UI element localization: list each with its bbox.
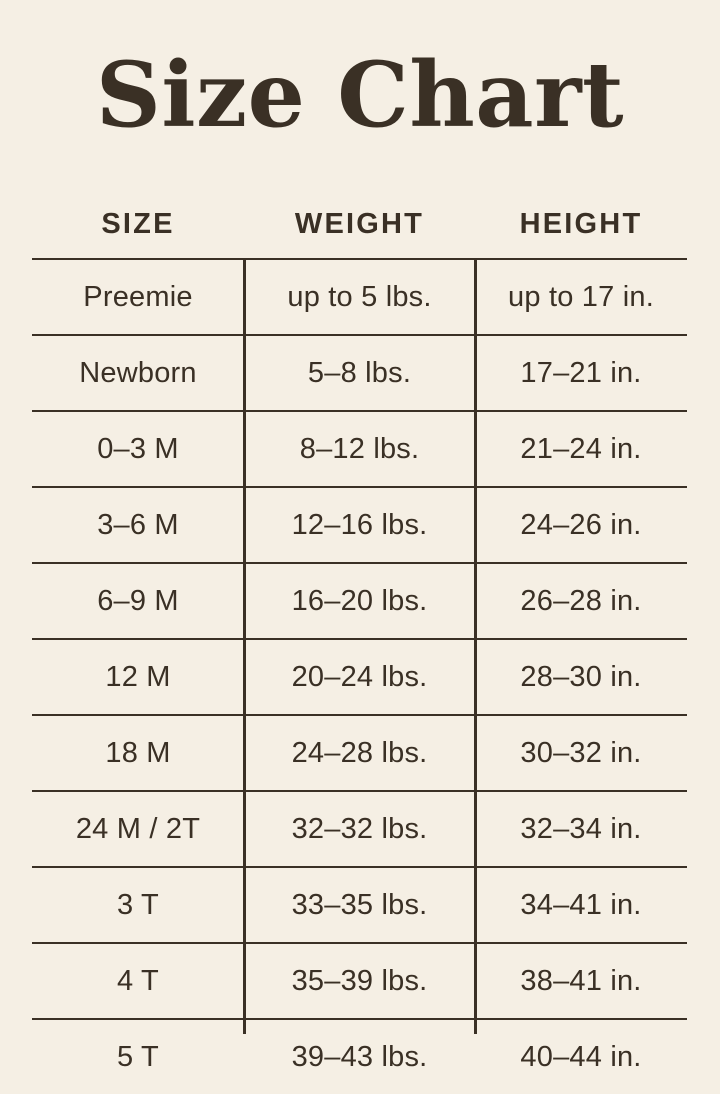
cell-size: Preemie: [83, 280, 193, 313]
cell-height: 26–28 in.: [520, 584, 642, 617]
cell-height: 21–24 in.: [520, 432, 642, 465]
cell-size: 6–9 M: [97, 584, 179, 617]
table-row: 3 T 33–35 lbs. 34–41 in.: [32, 866, 687, 942]
table-row: 18 M 24–28 lbs. 30–32 in.: [32, 714, 687, 790]
size-chart-table: SIZE WEIGHT HEIGHT Preemie up to 5 lbs. …: [32, 190, 687, 1073]
cell-weight: 16–20 lbs.: [291, 584, 428, 617]
cell-size: Newborn: [79, 356, 197, 389]
table-row: 3–6 M 12–16 lbs. 24–26 in.: [32, 486, 687, 562]
column-header-size: SIZE: [101, 207, 175, 240]
column-header-weight: WEIGHT: [294, 207, 425, 240]
cell-weight: 12–16 lbs.: [291, 508, 428, 541]
cell-weight: 39–43 lbs.: [291, 1040, 428, 1073]
table-row: 6–9 M 16–20 lbs. 26–28 in.: [32, 562, 687, 638]
cell-size: 3–6 M: [97, 508, 179, 541]
cell-height: 32–34 in.: [520, 812, 642, 845]
cell-weight: 32–32 lbs.: [291, 812, 428, 845]
table-row: 24 M / 2T 32–32 lbs. 32–34 in.: [32, 790, 687, 866]
cell-height: 17–21 in.: [520, 356, 642, 389]
cell-weight: up to 5 lbs.: [287, 280, 432, 313]
cell-weight: 33–35 lbs.: [291, 888, 428, 921]
table-header-row: SIZE WEIGHT HEIGHT: [32, 190, 687, 258]
cell-size: 18 M: [105, 736, 171, 769]
cell-weight: 8–12 lbs.: [299, 432, 420, 465]
table-body: Preemie up to 5 lbs. up to 17 in. Newbor…: [32, 258, 687, 1094]
cell-size: 4 T: [117, 964, 159, 997]
cell-size: 24 M / 2T: [75, 812, 201, 845]
table-row: 0–3 M 8–12 lbs. 21–24 in.: [32, 410, 687, 486]
cell-weight: 20–24 lbs.: [291, 660, 428, 693]
cell-size: 5 T: [117, 1040, 159, 1073]
cell-weight: 35–39 lbs.: [291, 964, 428, 997]
table-row: 5 T 39–43 lbs. 40–44 in.: [32, 1018, 687, 1094]
table-row: 4 T 35–39 lbs. 38–41 in.: [32, 942, 687, 1018]
cell-height: 30–32 in.: [520, 736, 642, 769]
cell-height: 24–26 in.: [520, 508, 642, 541]
column-header-height: HEIGHT: [519, 207, 643, 240]
cell-weight: 5–8 lbs.: [307, 356, 412, 389]
table-row: 12 M 20–24 lbs. 28–30 in.: [32, 638, 687, 714]
cell-size: 3 T: [117, 888, 159, 921]
cell-height: up to 17 in.: [508, 280, 654, 313]
table-row: Preemie up to 5 lbs. up to 17 in.: [32, 258, 687, 334]
cell-height: 38–41 in.: [520, 964, 642, 997]
cell-size: 0–3 M: [97, 432, 179, 465]
cell-height: 28–30 in.: [520, 660, 642, 693]
page-title: Size Chart: [95, 42, 625, 148]
cell-weight: 24–28 lbs.: [291, 736, 428, 769]
table-row: Newborn 5–8 lbs. 17–21 in.: [32, 334, 687, 410]
cell-height: 40–44 in.: [520, 1040, 642, 1073]
cell-height: 34–41 in.: [520, 888, 642, 921]
cell-size: 12 M: [105, 660, 171, 693]
